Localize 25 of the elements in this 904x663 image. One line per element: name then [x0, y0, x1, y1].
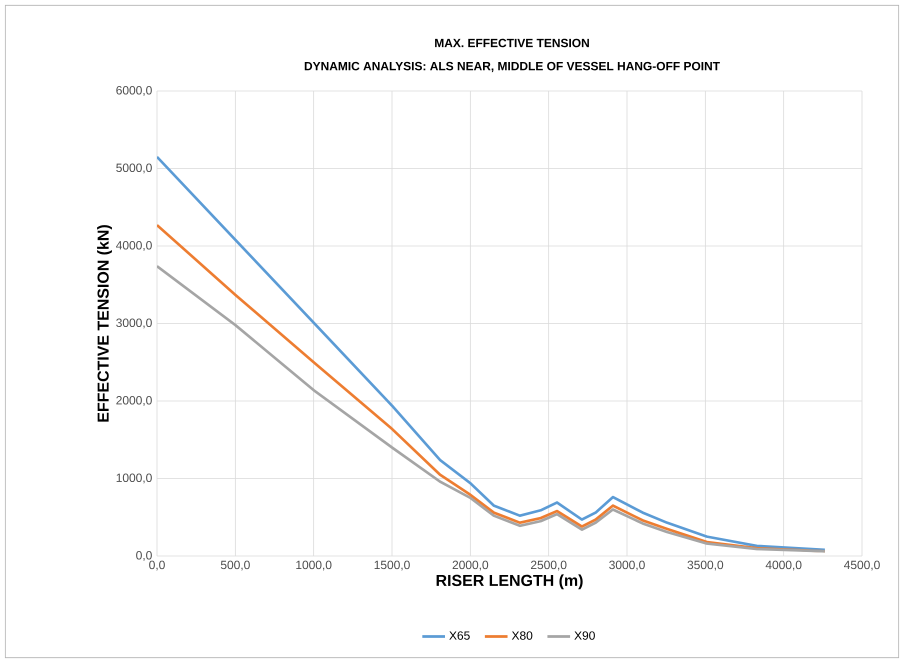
x-tick-label: 4500,0	[844, 560, 880, 571]
x-tick-label: 2000,0	[452, 560, 488, 571]
line-series	[157, 156, 826, 552]
x-tick-label: 0,0	[149, 560, 165, 571]
x-tick-label: 3500,0	[688, 560, 724, 571]
legend-label: X80	[512, 631, 532, 640]
x-tick-label: 500,0	[220, 560, 250, 571]
x-axis-title: RISER LENGTH (m)	[436, 574, 583, 590]
chart-title: MAX. EFFECTIVE TENSION	[435, 38, 589, 48]
x-tick-label: 1500,0	[374, 560, 410, 571]
y-tick-label: 6000,0	[116, 86, 152, 96]
y-tick-label: 1000,0	[116, 474, 152, 484]
x-tick-label: 2500,0	[530, 560, 566, 571]
legend-label: X65	[449, 631, 470, 640]
x-tick-label: 1000,0	[296, 560, 332, 571]
y-tick-label: 2000,0	[116, 396, 152, 406]
x-tick-label: 3000,0	[609, 560, 645, 571]
y-tick-label: 4000,0	[116, 241, 152, 251]
y-tick-label: 3000,0	[116, 318, 152, 328]
chart-subtitle: DYNAMIC ANALYSIS: ALS NEAR, MIDDLE OF VESSEL HANG-OFF POINT	[304, 62, 720, 72]
y-axis-title: EFFECTIVE TENSION (kN)	[97, 225, 112, 422]
x-tick-label: 4000,0	[766, 560, 802, 571]
legend-label: X90	[574, 631, 595, 640]
y-tick-label: 5000,0	[116, 164, 152, 174]
y-tick-label: 0,0	[136, 551, 152, 561]
